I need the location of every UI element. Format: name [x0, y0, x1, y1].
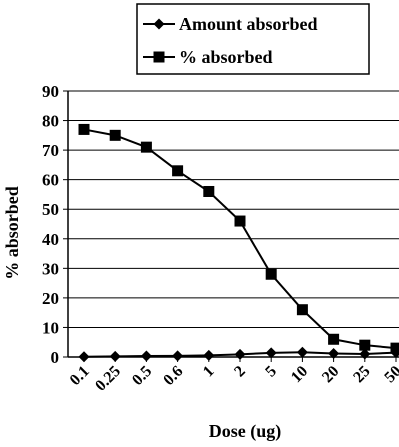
data-point [297, 347, 308, 358]
data-point [297, 304, 308, 315]
y-tick-label: 20 [42, 289, 59, 308]
data-point [110, 130, 121, 141]
y-axis-label: % absorbed [2, 186, 22, 280]
data-point [391, 343, 399, 354]
data-point [235, 216, 246, 227]
y-tick-label: 0 [51, 348, 60, 367]
y-tick-label: 10 [42, 318, 59, 337]
x-tick-label: 5 [262, 363, 280, 381]
legend-label: % absorbed [179, 47, 273, 67]
data-point [328, 334, 339, 345]
data-point [203, 186, 214, 197]
y-tick-label: 30 [42, 259, 59, 278]
y-axis: 0 10 20 30 40 50 60 70 80 90 [42, 82, 68, 367]
legend-label: Amount absorbed [179, 14, 318, 34]
legend-marker [154, 52, 165, 63]
y-tick-label: 90 [42, 82, 59, 101]
data-point [141, 142, 152, 153]
x-tick-label: 10 [288, 363, 311, 386]
x-tick-label: 0.1 [67, 363, 93, 389]
data-point [110, 351, 121, 362]
x-tick-label: 25 [350, 363, 373, 386]
x-tick-label: 0.5 [129, 363, 155, 389]
y-tick-label: 60 [42, 171, 59, 190]
x-tick-label: 1 [200, 363, 218, 381]
x-tick-label: 20 [319, 363, 342, 386]
data-point [266, 269, 277, 280]
data-point [141, 350, 152, 361]
data-point [203, 350, 214, 361]
data-point [79, 351, 90, 362]
data-point [235, 349, 246, 360]
series-layer [79, 124, 399, 362]
y-tick-label: 40 [42, 230, 59, 249]
data-point [359, 340, 370, 351]
data-point [172, 350, 183, 361]
data-point [79, 124, 90, 135]
gridlines [68, 91, 399, 327]
x-axis-label: Dose (ug) [209, 421, 282, 442]
data-point [172, 165, 183, 176]
series [79, 347, 399, 362]
legend: Amount absorbed % absorbed [137, 4, 369, 74]
x-tick-label: 50 [381, 363, 399, 386]
x-tick-label: 2 [231, 363, 249, 381]
y-tick-label: 80 [42, 112, 59, 131]
x-tick-label: 0.25 [92, 363, 124, 395]
x-tick-label: 0.6 [160, 363, 186, 389]
y-tick-label: 70 [42, 141, 59, 160]
y-tick-label: 50 [42, 200, 59, 219]
